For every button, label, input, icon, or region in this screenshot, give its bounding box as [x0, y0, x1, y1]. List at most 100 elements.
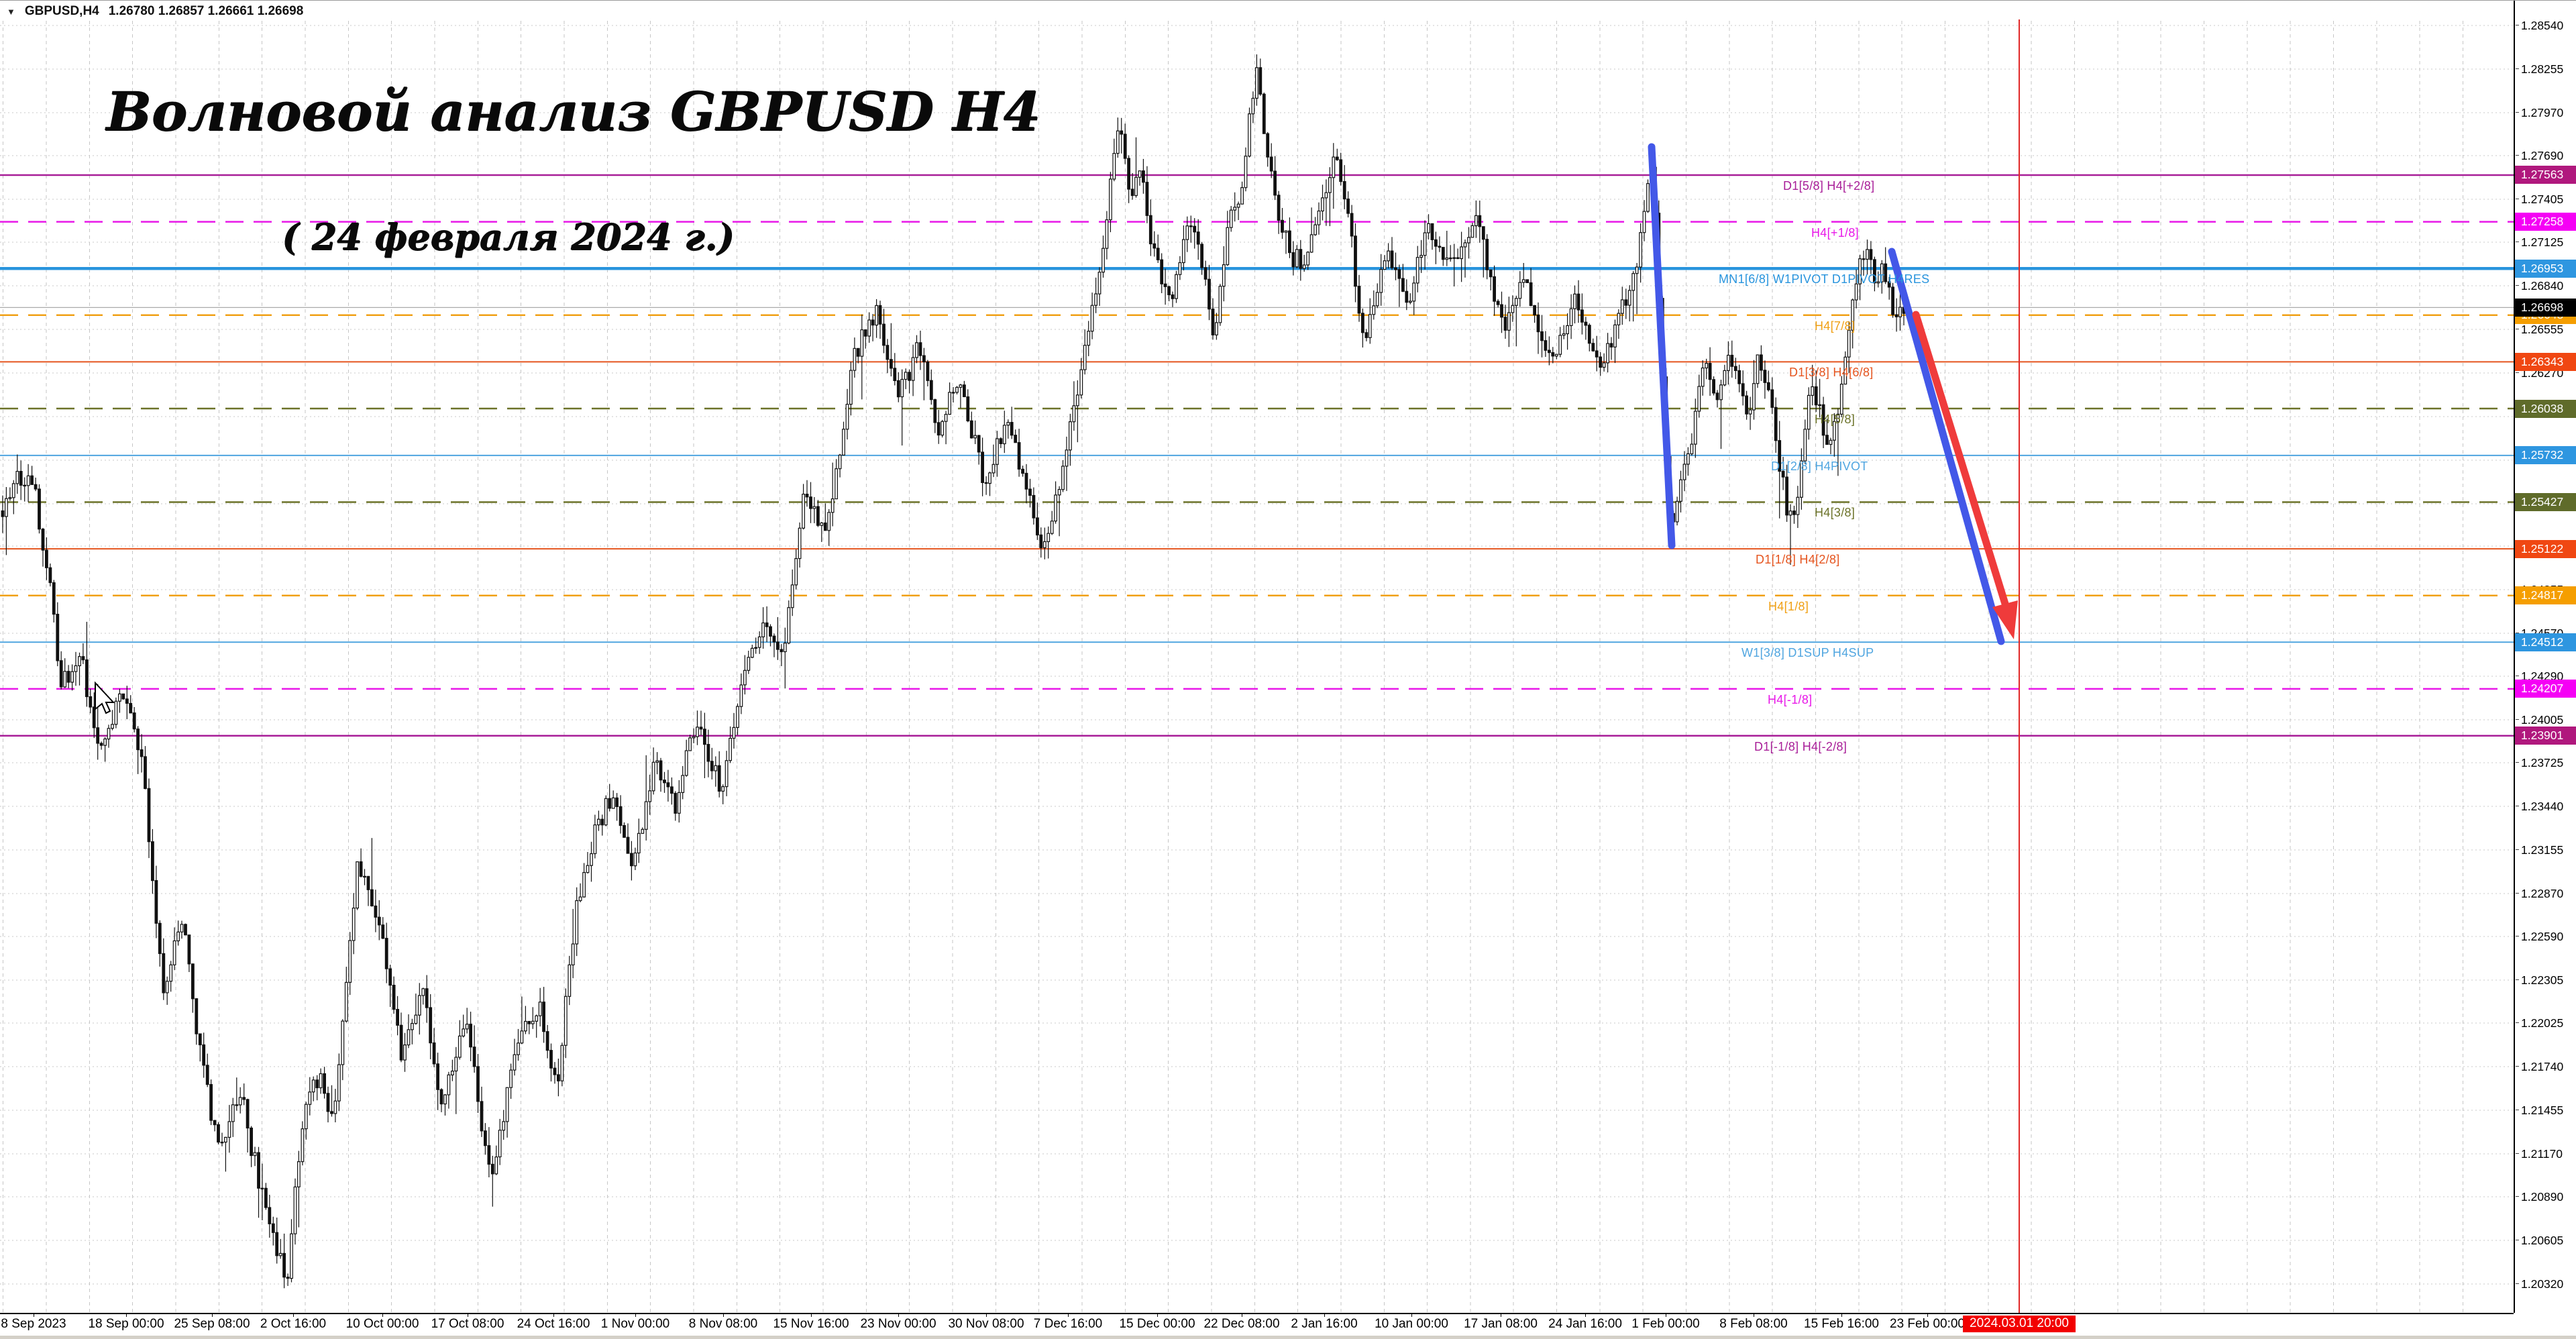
time-tick-label: 2 Oct 16:00	[260, 1317, 327, 1331]
time-tick-mark	[1324, 1313, 1325, 1317]
red-forecast	[1912, 311, 2009, 608]
symbol-label: GBPUSD,H4	[24, 4, 99, 18]
analysis-subtitle: ( 24 февраля 2024 г.)	[282, 215, 735, 258]
murrey-level-label-3: H4[7/8]	[1815, 319, 1856, 333]
chart-title-bar: ▼ GBPUSD,H4 1.26780 1.26857 1.26661 1.26…	[7, 4, 303, 19]
blue-impulse-2	[1888, 248, 2005, 645]
time-tick-mark	[723, 1313, 724, 1317]
price-level-badge: 1.26343	[2515, 352, 2576, 371]
price-tick-label: 1.22305	[2515, 973, 2564, 987]
time-tick-label: 15 Nov 16:00	[773, 1317, 849, 1331]
time-tick-mark	[1068, 1313, 1069, 1317]
time-tick-label: 17 Oct 08:00	[431, 1317, 504, 1331]
time-tick-mark	[1411, 1313, 1412, 1317]
price-level-badge: 1.24207	[2515, 680, 2576, 698]
time-tick-label: 24 Oct 16:00	[517, 1317, 590, 1331]
price-tick-label: 1.20320	[2515, 1277, 2564, 1291]
price-tick-label: 1.21455	[2515, 1103, 2564, 1117]
time-tick-mark	[986, 1313, 987, 1317]
murrey-level-label-4: D1[3/8] H4[6/8]	[1789, 366, 1874, 380]
time-tick-mark	[293, 1313, 294, 1317]
price-tick-label: 1.22590	[2515, 929, 2564, 943]
price-tick-label: 1.28255	[2515, 62, 2564, 76]
price-tick-label: 1.27125	[2515, 235, 2564, 249]
price-tick-label: 1.22025	[2515, 1016, 2564, 1030]
time-tick-label: 10 Jan 00:00	[1375, 1317, 1448, 1331]
murrey-level-label-11: H4[-1/8]	[1768, 692, 1813, 706]
price-tick-label: 1.28540	[2515, 19, 2564, 32]
price-tick-label: 1.23725	[2515, 755, 2564, 769]
mouse-cursor-icon	[95, 681, 115, 714]
window-bottom-edge	[0, 1336, 2576, 1339]
price-scale[interactable]: 1.28540 1.28255 1.27970 1.27690 1.27405 1.271…	[2514, 1, 2576, 1313]
murrey-level-label-7: H4[3/8]	[1815, 506, 1856, 520]
analysis-title: Волновой анализ GBPUSD H4	[106, 80, 1040, 143]
murrey-level-label-9: H4[1/8]	[1768, 599, 1809, 613]
murrey-level-label-5: H4[5/8]	[1815, 413, 1856, 427]
price-tick-label: 1.24290	[2515, 669, 2564, 683]
price-tick-label: 1.20890	[2515, 1189, 2564, 1203]
price-level-badge: 1.27563	[2515, 166, 2576, 184]
time-tick-mark	[898, 1313, 899, 1317]
time-tick-label: 8 Sep 2023	[1, 1317, 66, 1331]
murrey-level-lines	[0, 174, 2514, 737]
price-level-badge: 1.25732	[2515, 446, 2576, 465]
time-tick-mark	[1927, 1313, 1928, 1317]
murrey-level-label-2: MN1[6/8] W1PIVOT D1PIVOT H4RES	[1719, 272, 1930, 286]
time-tick-label: 1 Feb 00:00	[1631, 1317, 1700, 1331]
price-level-badge: 1.25427	[2515, 492, 2576, 511]
time-tick-label: 30 Nov 08:00	[948, 1317, 1024, 1331]
price-level-badge: 1.26953	[2515, 259, 2576, 278]
red-forecast-arrowhead	[1992, 600, 2018, 639]
time-axis[interactable]: 8 Sep 2023 18 Sep 00:00 25 Sep 08:00 2 Oct …	[0, 1313, 2514, 1337]
murrey-level-label-6: D1[2/8] H4PIVOT	[1771, 459, 1868, 473]
grid	[0, 21, 2514, 1313]
ohlc-values: 1.26780 1.26857 1.26661 1.26698	[108, 4, 304, 18]
price-level-badge: 1.26038	[2515, 399, 2576, 418]
price-tick-label: 1.23155	[2515, 843, 2564, 857]
candlesticks	[1, 54, 1906, 1289]
price-tick-label: 1.27970	[2515, 106, 2564, 120]
time-tick-mark	[811, 1313, 812, 1317]
price-tick-label: 1.26555	[2515, 323, 2564, 337]
time-tick-mark	[126, 1313, 127, 1317]
future-date-badge: 2024.03.01 20:00	[1963, 1316, 2076, 1332]
time-tick-mark	[1585, 1313, 1586, 1317]
price-level-badge: 1.24512	[2515, 633, 2576, 651]
time-tick-label: 8 Nov 08:00	[688, 1317, 758, 1331]
murrey-level-label-10: W1[3/8] D1SUP H4SUP	[1741, 646, 1874, 660]
price-level-badge: 1.25122	[2515, 539, 2576, 558]
time-tick-mark	[212, 1313, 213, 1317]
time-tick-label: 15 Dec 00:00	[1119, 1317, 1195, 1331]
time-tick-label: 18 Sep 00:00	[88, 1317, 164, 1331]
trend-arrows	[1648, 143, 2018, 645]
murrey-level-label-0: D1[5/8] H4[+2/8]	[1783, 178, 1875, 193]
price-tick-label: 1.20605	[2515, 1233, 2564, 1247]
price-tick-label: 1.21170	[2516, 1147, 2563, 1161]
time-tick-label: 23 Feb 00:00	[1890, 1317, 1965, 1331]
time-tick-label: 2 Jan 16:00	[1291, 1317, 1358, 1331]
time-tick-label: 1 Nov 00:00	[600, 1317, 670, 1331]
price-tick-label: 1.27690	[2515, 148, 2564, 162]
price-level-badge: 1.23901	[2515, 727, 2576, 745]
chevron-down-icon[interactable]: ▼	[7, 6, 15, 17]
time-tick-label: 23 Nov 00:00	[860, 1317, 936, 1331]
time-tick-mark	[382, 1313, 383, 1317]
blue-impulse-1	[1648, 143, 1676, 549]
price-tick-label: 1.24005	[2515, 712, 2564, 727]
price-level-badge: 1.27258	[2515, 213, 2576, 231]
murrey-level-label-1: H4[+1/8]	[1811, 225, 1859, 239]
price-tick-label: 1.26840	[2515, 278, 2564, 292]
time-tick-mark	[1841, 1313, 1842, 1317]
price-level-badge: 1.24817	[2515, 586, 2576, 605]
time-tick-label: 22 Dec 08:00	[1203, 1317, 1280, 1331]
time-tick-label: 15 Feb 16:00	[1804, 1317, 1879, 1331]
price-tick-label: 1.23440	[2515, 799, 2564, 813]
time-tick-label: 10 Oct 00:00	[345, 1317, 419, 1331]
axis-corner	[2514, 1313, 2576, 1339]
price-tick-label: 1.27405	[2515, 193, 2564, 207]
time-tick-mark	[635, 1313, 636, 1317]
time-tick-label: 7 Dec 16:00	[1033, 1317, 1103, 1331]
